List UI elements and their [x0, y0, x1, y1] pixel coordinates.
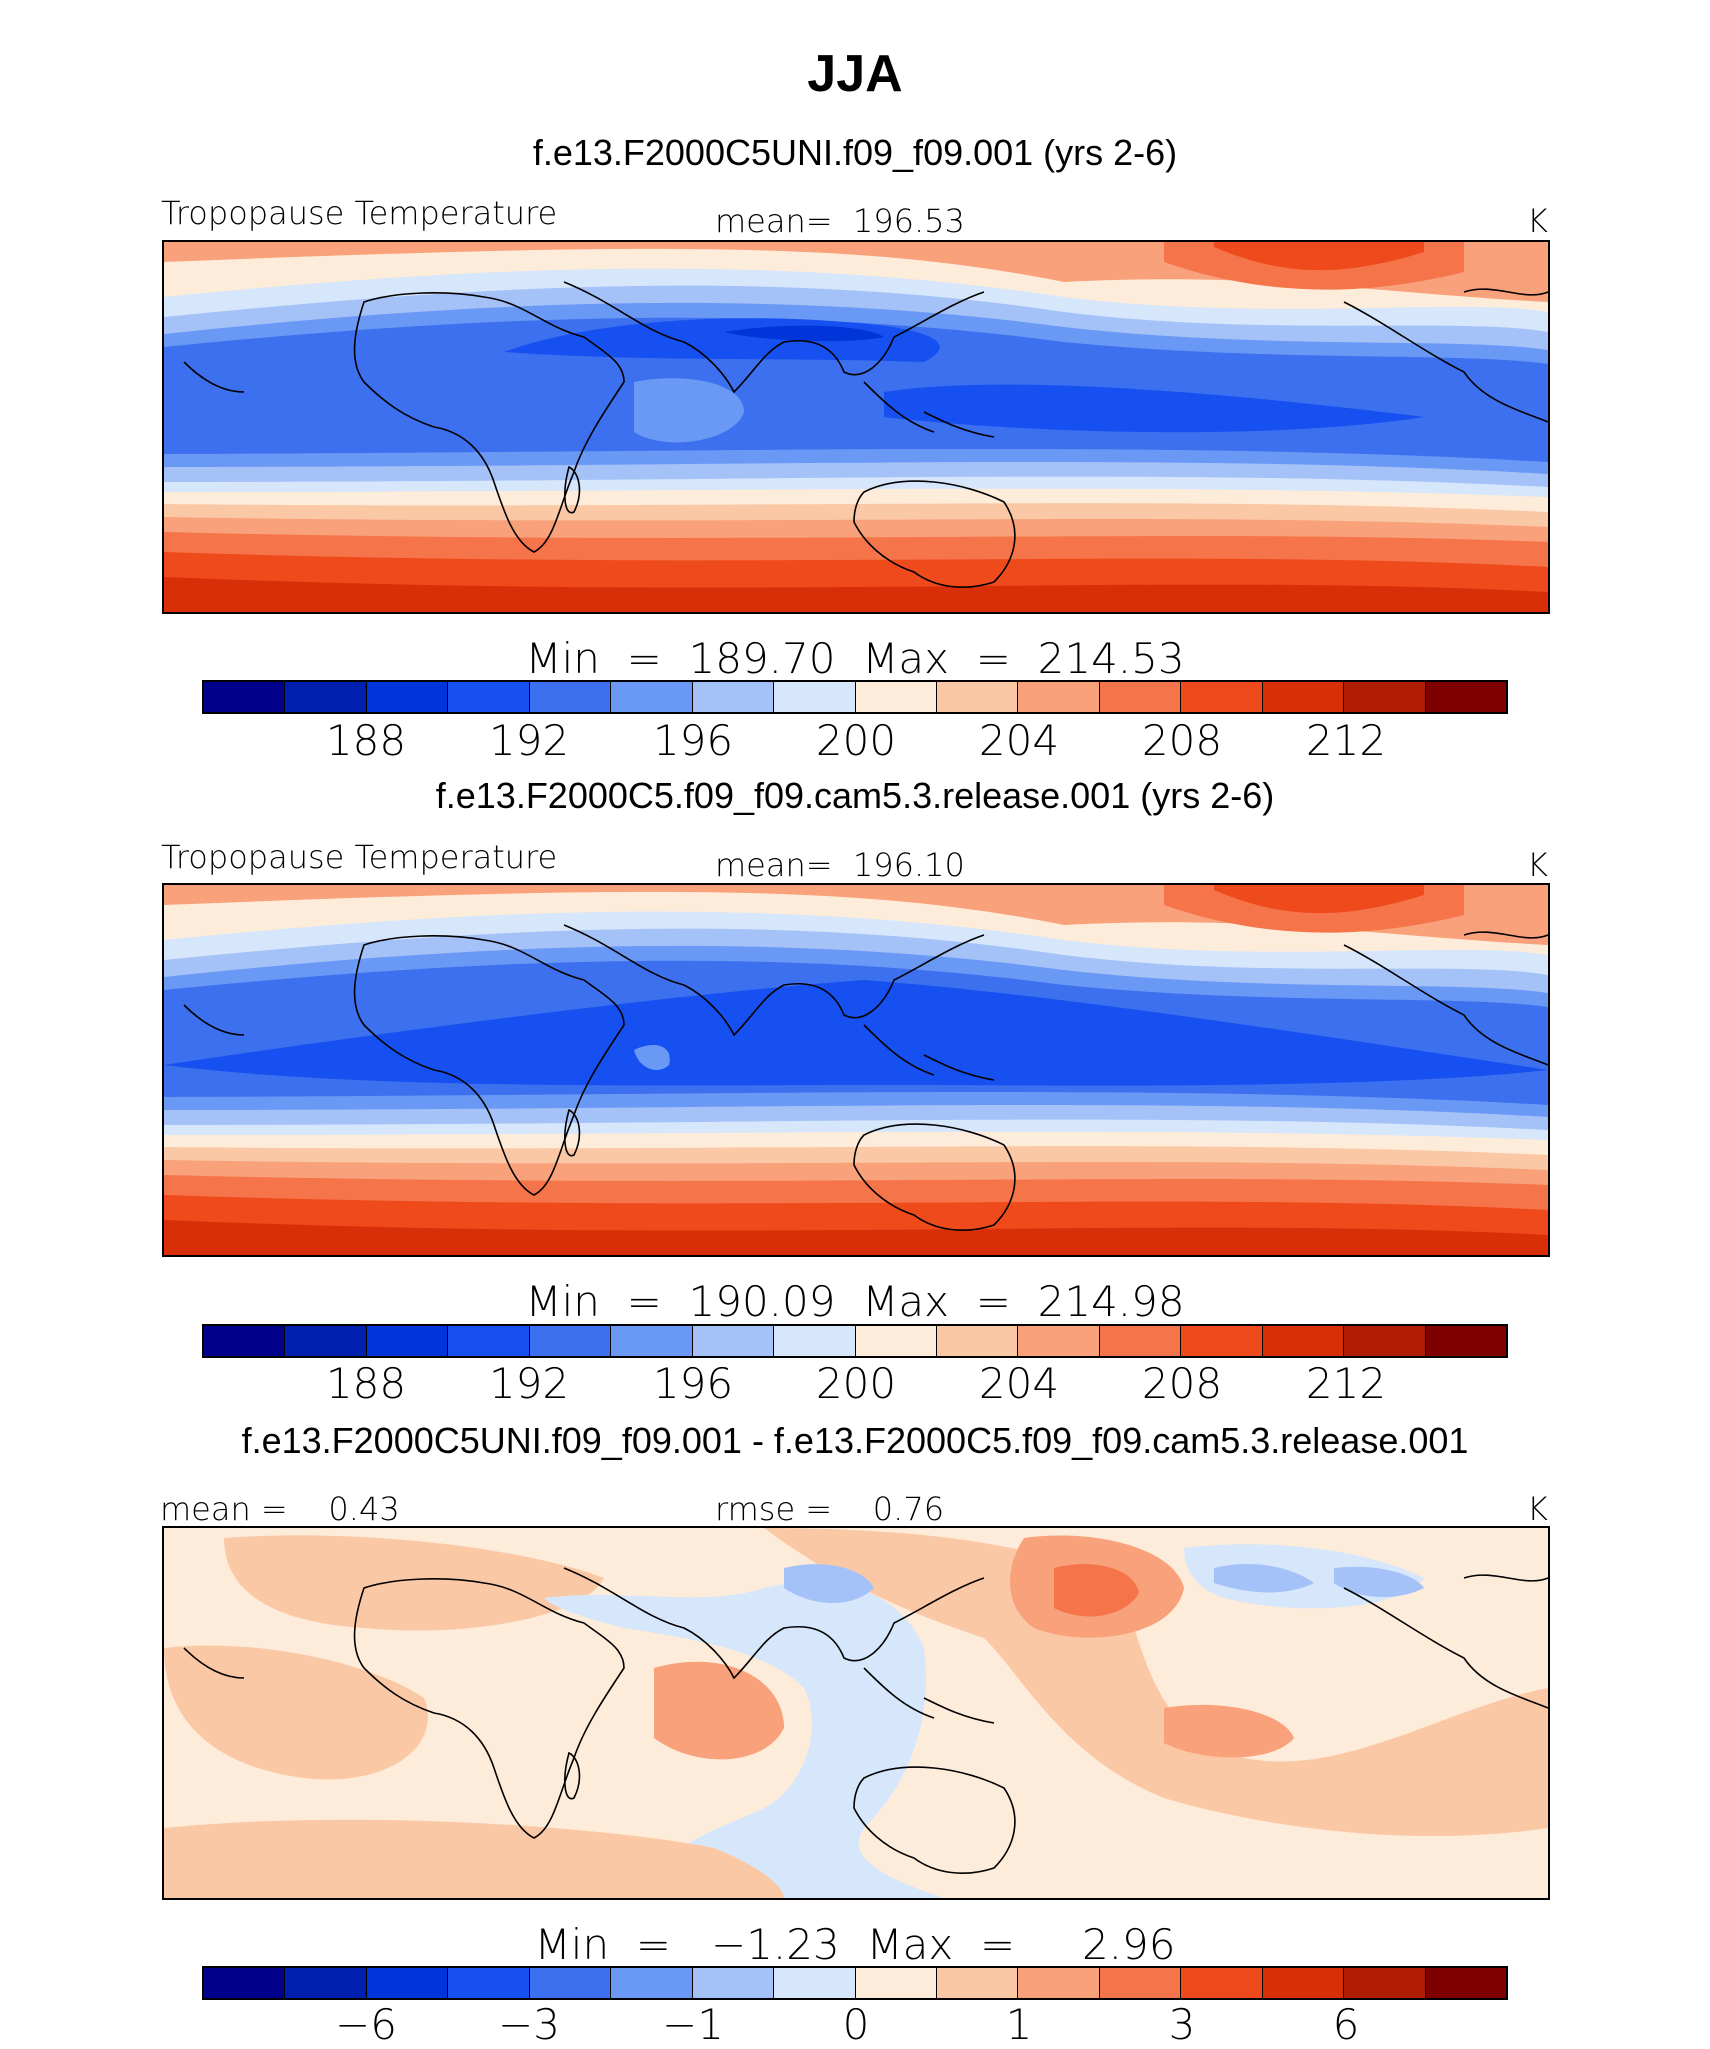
panel2-colorbar-cell — [855, 1326, 937, 1356]
panel3-tick: 6 — [1332, 2000, 1360, 2049]
panel2-minmax: Min = 190.09 Max = 214.98 — [525, 1277, 1185, 1326]
panel1-colorbar-cell — [692, 682, 775, 712]
panel1-colorbar-cell — [611, 682, 693, 712]
panel3-map — [162, 1526, 1550, 1900]
panel2-units: K — [1527, 846, 1548, 884]
panel2-tick: 200 — [815, 1359, 897, 1408]
panel1-units: K — [1527, 202, 1548, 240]
panel1-map — [162, 240, 1550, 614]
panel1-colorbar-cell — [204, 682, 286, 712]
panel3-colorbar-cell — [1181, 1968, 1263, 1998]
panel3-tick: 0 — [842, 2000, 870, 2049]
panel3-colorbar-cell — [529, 1968, 612, 1998]
panel3-colorbar-cell — [855, 1968, 937, 1998]
panel3-colorbar-cell — [1262, 1968, 1345, 1998]
panel1-tick: 208 — [1141, 716, 1223, 765]
panel3-colorbar-cell — [692, 1968, 775, 1998]
panel1-colorbar-cell — [1099, 682, 1182, 712]
panel3-colorbar-cell — [366, 1968, 449, 1998]
panel2-colorbar-cell — [529, 1326, 612, 1356]
panel1-minmax: Min = 189.70 Max = 214.53 — [525, 634, 1185, 683]
panel1-map-svg — [164, 242, 1548, 612]
panel3-colorbar-cell — [611, 1968, 693, 1998]
panel2-case-title: f.e13.F2000C5.f09_f09.cam5.3.release.001… — [435, 775, 1275, 816]
panel3-units: K — [1527, 1490, 1548, 1528]
panel1-colorbar-cell — [1181, 682, 1263, 712]
panel1-tick: 196 — [652, 716, 734, 765]
panel3-tick: −1 — [662, 2000, 724, 2049]
panel2-colorbar-cell — [1262, 1326, 1345, 1356]
panel3-colorbar-ticks: −6 −3 −1 0 1 3 6 — [0, 2000, 1710, 2049]
panel3-colorbar-cell — [1344, 1968, 1426, 1998]
panel3-rmse: rmse = 0.76 — [715, 1490, 945, 1528]
panel2-colorbar-ticks: 188 192 196 200 204 208 212 — [0, 1359, 1710, 1409]
panel1-colorbar-cell — [1425, 682, 1506, 712]
panel2-colorbar-cell — [1425, 1326, 1506, 1356]
panel3-case-title: f.e13.F2000C5UNI.f09_f09.001 - f.e13.F20… — [241, 1420, 1469, 1461]
panel1-colorbar-cell — [1018, 682, 1100, 712]
panel2-colorbar-cell — [366, 1326, 449, 1356]
panel3-colorbar-cell — [936, 1968, 1019, 1998]
panel1-colorbar — [202, 680, 1508, 714]
panel2-tick: 196 — [652, 1359, 734, 1408]
panel1-colorbar-cell — [1344, 682, 1426, 712]
panel2-colorbar-cell — [1181, 1326, 1263, 1356]
panel2-colorbar — [202, 1324, 1508, 1358]
panel1-case-title: f.e13.F2000C5UNI.f09_f09.001 (yrs 2-6) — [532, 132, 1178, 173]
panel1-colorbar-cell — [366, 682, 449, 712]
panel1-colorbar-ticks: 188 192 196 200 204 208 212 — [0, 716, 1710, 766]
panel3-mean: mean = 0.43 — [160, 1490, 400, 1528]
panel2-colorbar-cell — [285, 1326, 367, 1356]
panel2-map-svg — [164, 885, 1548, 1255]
panel1-tick: 212 — [1305, 716, 1387, 765]
panel2-colorbar-cell — [774, 1326, 856, 1356]
panel3-tick: −3 — [498, 2000, 560, 2049]
panel3-minmax: Min = −1.23 Max = 2.96 — [534, 1920, 1176, 1969]
panel2-colorbar-cell — [1018, 1326, 1100, 1356]
panel3-colorbar-cell — [1018, 1968, 1100, 1998]
panel2-colorbar-cell — [204, 1326, 286, 1356]
panel1-variable-label: Tropopause Temperature — [161, 194, 558, 232]
panel1-tick: 192 — [488, 716, 570, 765]
panel2-colorbar-cell — [1344, 1326, 1426, 1356]
panel1-colorbar-cell — [774, 682, 856, 712]
panel2-tick: 188 — [325, 1359, 407, 1408]
panel1-tick: 204 — [978, 716, 1060, 765]
panel2-colorbar-cell — [611, 1326, 693, 1356]
panel2-tick: 208 — [1141, 1359, 1223, 1408]
panel2-colorbar-cell — [936, 1326, 1019, 1356]
panel2-tick: 204 — [978, 1359, 1060, 1408]
panel3-colorbar-cell — [774, 1968, 856, 1998]
panel3-colorbar-cell — [448, 1968, 530, 1998]
panel3-colorbar-cell — [204, 1968, 286, 1998]
panel2-colorbar-cell — [692, 1326, 775, 1356]
panel3-colorbar-cell — [1425, 1968, 1506, 1998]
panel3-tick: 1 — [1005, 2000, 1033, 2049]
panel2-tick: 212 — [1305, 1359, 1387, 1408]
panel1-colorbar-cell — [936, 682, 1019, 712]
panel3-colorbar-cell — [1099, 1968, 1182, 1998]
panel2-colorbar-cell — [1099, 1326, 1182, 1356]
panel2-colorbar-cell — [448, 1326, 530, 1356]
panel3-colorbar — [202, 1966, 1508, 2000]
panel3-map-svg — [164, 1528, 1548, 1898]
panel1-tick: 200 — [815, 716, 897, 765]
panel1-colorbar-cell — [448, 682, 530, 712]
panel3-tick: 3 — [1168, 2000, 1196, 2049]
panel2-map — [162, 883, 1550, 1257]
panel1-colorbar-cell — [1262, 682, 1345, 712]
main-title: JJA — [807, 45, 903, 103]
panel2-tick: 192 — [488, 1359, 570, 1408]
panel2-variable-label: Tropopause Temperature — [161, 838, 558, 876]
panel1-mean: mean= 196.53 — [715, 202, 965, 240]
panel1-tick: 188 — [325, 716, 407, 765]
panel1-colorbar-cell — [285, 682, 367, 712]
panel1-colorbar-cell — [855, 682, 937, 712]
panel2-mean: mean= 196.10 — [715, 846, 965, 884]
panel3-colorbar-cell — [285, 1968, 367, 1998]
panel1-colorbar-cell — [529, 682, 612, 712]
panel3-tick: −6 — [335, 2000, 397, 2049]
